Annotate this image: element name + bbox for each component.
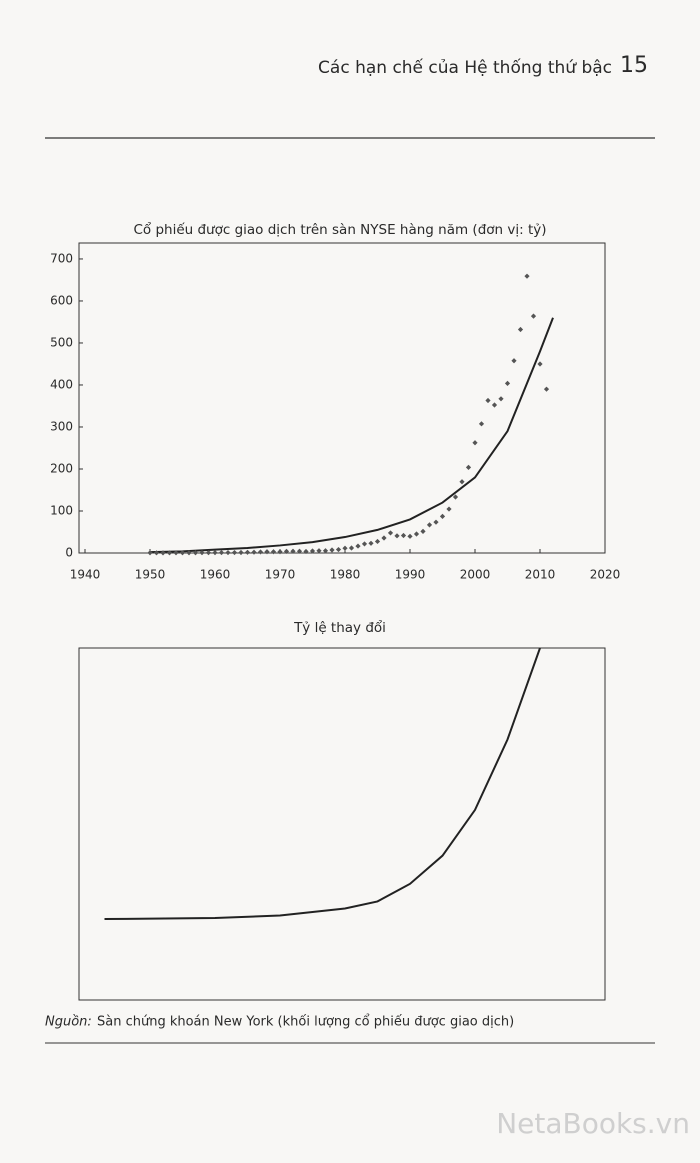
trend-line xyxy=(149,317,554,553)
data-point xyxy=(283,548,290,554)
data-point xyxy=(218,549,225,556)
data-point xyxy=(446,506,452,512)
data-point xyxy=(394,533,400,539)
data-point xyxy=(270,549,277,555)
data-point xyxy=(348,545,355,551)
data-point xyxy=(511,358,517,364)
data-point xyxy=(199,550,205,556)
data-point xyxy=(452,494,459,500)
data-point xyxy=(335,546,342,553)
x-tick-label: 2010 xyxy=(525,568,556,582)
data-point xyxy=(153,550,160,556)
x-tick-label: 2000 xyxy=(460,568,491,582)
data-point xyxy=(498,396,504,402)
data-point xyxy=(244,549,251,555)
data-point xyxy=(316,548,322,554)
header-title: Các hạn chế của Hệ thống thứ bậc xyxy=(318,57,612,78)
data-point xyxy=(426,522,433,528)
curve xyxy=(104,648,541,921)
data-point xyxy=(504,380,511,386)
data-point xyxy=(186,550,192,556)
x-tick-label: 2020 xyxy=(590,568,621,582)
data-point xyxy=(368,540,374,546)
data-point xyxy=(192,550,199,556)
y-tick-label: 300 xyxy=(50,419,73,433)
y-tick-label: 700 xyxy=(50,251,73,265)
chart-title: Cổ phiếu được giao dịch trên sàn NYSE hà… xyxy=(133,221,546,238)
data-point xyxy=(400,532,407,539)
data-point xyxy=(212,550,218,556)
y-tick-label: 500 xyxy=(50,335,73,349)
data-point xyxy=(439,513,446,519)
x-tick-label: 1950 xyxy=(135,568,166,582)
y-tick-label: 600 xyxy=(50,293,73,307)
source-text: Sàn chứng khoán New York (khối lượng cổ … xyxy=(97,1015,514,1030)
y-tick-label: 0 xyxy=(65,546,73,560)
data-point xyxy=(530,313,537,319)
data-point xyxy=(472,440,478,446)
data-point xyxy=(413,531,420,537)
data-point xyxy=(251,549,257,555)
data-point xyxy=(147,550,153,556)
data-point xyxy=(433,519,439,525)
data-point xyxy=(166,550,173,556)
data-point xyxy=(465,464,472,470)
data-point xyxy=(355,543,361,549)
y-tick-label: 400 xyxy=(50,377,73,391)
plot-frame xyxy=(78,647,606,1001)
data-point xyxy=(160,550,166,556)
data-point xyxy=(342,545,348,551)
x-tick-label: 1940 xyxy=(70,568,101,582)
source-label: Nguồn: xyxy=(45,1015,92,1030)
data-point xyxy=(374,538,381,545)
y-tick-label: 200 xyxy=(50,461,73,475)
data-point xyxy=(277,549,283,555)
x-tick-label: 1970 xyxy=(265,568,296,582)
data-point xyxy=(257,549,264,555)
data-point xyxy=(173,550,179,556)
data-point xyxy=(329,547,335,553)
watermark: NetaBooks.vn xyxy=(496,1107,690,1140)
data-point xyxy=(407,533,413,539)
data-point xyxy=(296,548,303,554)
plot-area xyxy=(104,648,541,921)
data-point xyxy=(491,402,498,408)
data-point xyxy=(309,548,316,554)
data-point xyxy=(381,535,387,541)
x-tick-label: 1960 xyxy=(200,568,231,582)
plot-frame xyxy=(78,242,606,554)
data-point xyxy=(361,541,368,547)
data-point xyxy=(322,548,329,554)
data-point xyxy=(478,421,485,427)
data-point xyxy=(238,549,244,556)
data-point xyxy=(524,273,530,279)
data-point xyxy=(537,361,543,367)
y-tick-label: 100 xyxy=(50,503,73,517)
data-point xyxy=(517,326,524,333)
x-tick-label: 1980 xyxy=(330,568,361,582)
data-point xyxy=(459,479,465,485)
data-point xyxy=(543,386,550,392)
data-point xyxy=(225,549,231,556)
data-point xyxy=(205,550,212,556)
data-point xyxy=(303,548,309,555)
x-tick-label: 1990 xyxy=(395,568,426,582)
data-point xyxy=(179,550,186,556)
data-point xyxy=(387,530,394,536)
data-point xyxy=(264,549,270,555)
page-number: 15 xyxy=(620,53,648,78)
chart-title: Tỷ lệ thay đổi xyxy=(293,619,386,636)
data-point xyxy=(485,397,491,404)
data-point xyxy=(420,528,426,535)
data-point xyxy=(231,549,238,556)
data-point xyxy=(290,548,296,554)
plot-area xyxy=(149,317,554,553)
